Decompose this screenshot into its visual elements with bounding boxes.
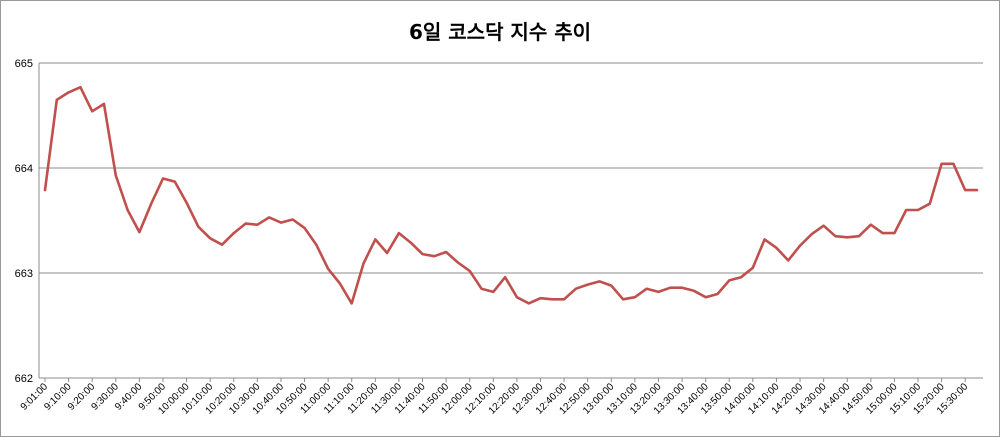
y-tick-label: 663: [15, 268, 33, 280]
y-tick-label: 665: [15, 58, 33, 70]
y-axis-ticks: 662 663 664 665: [15, 58, 33, 385]
series-layer: [43, 85, 979, 305]
series-line: [43, 85, 979, 305]
grid-lines: [39, 62, 983, 274]
chart-title: 6일 코스닥 지수 추이: [409, 20, 591, 44]
x-axis-ticks: 9:01:009:10:009:20:009:30:009:40:009:50:…: [19, 378, 971, 417]
y-tick-label: 664: [15, 163, 33, 175]
axes: [38, 63, 983, 379]
y-tick-label: 662: [15, 373, 33, 385]
